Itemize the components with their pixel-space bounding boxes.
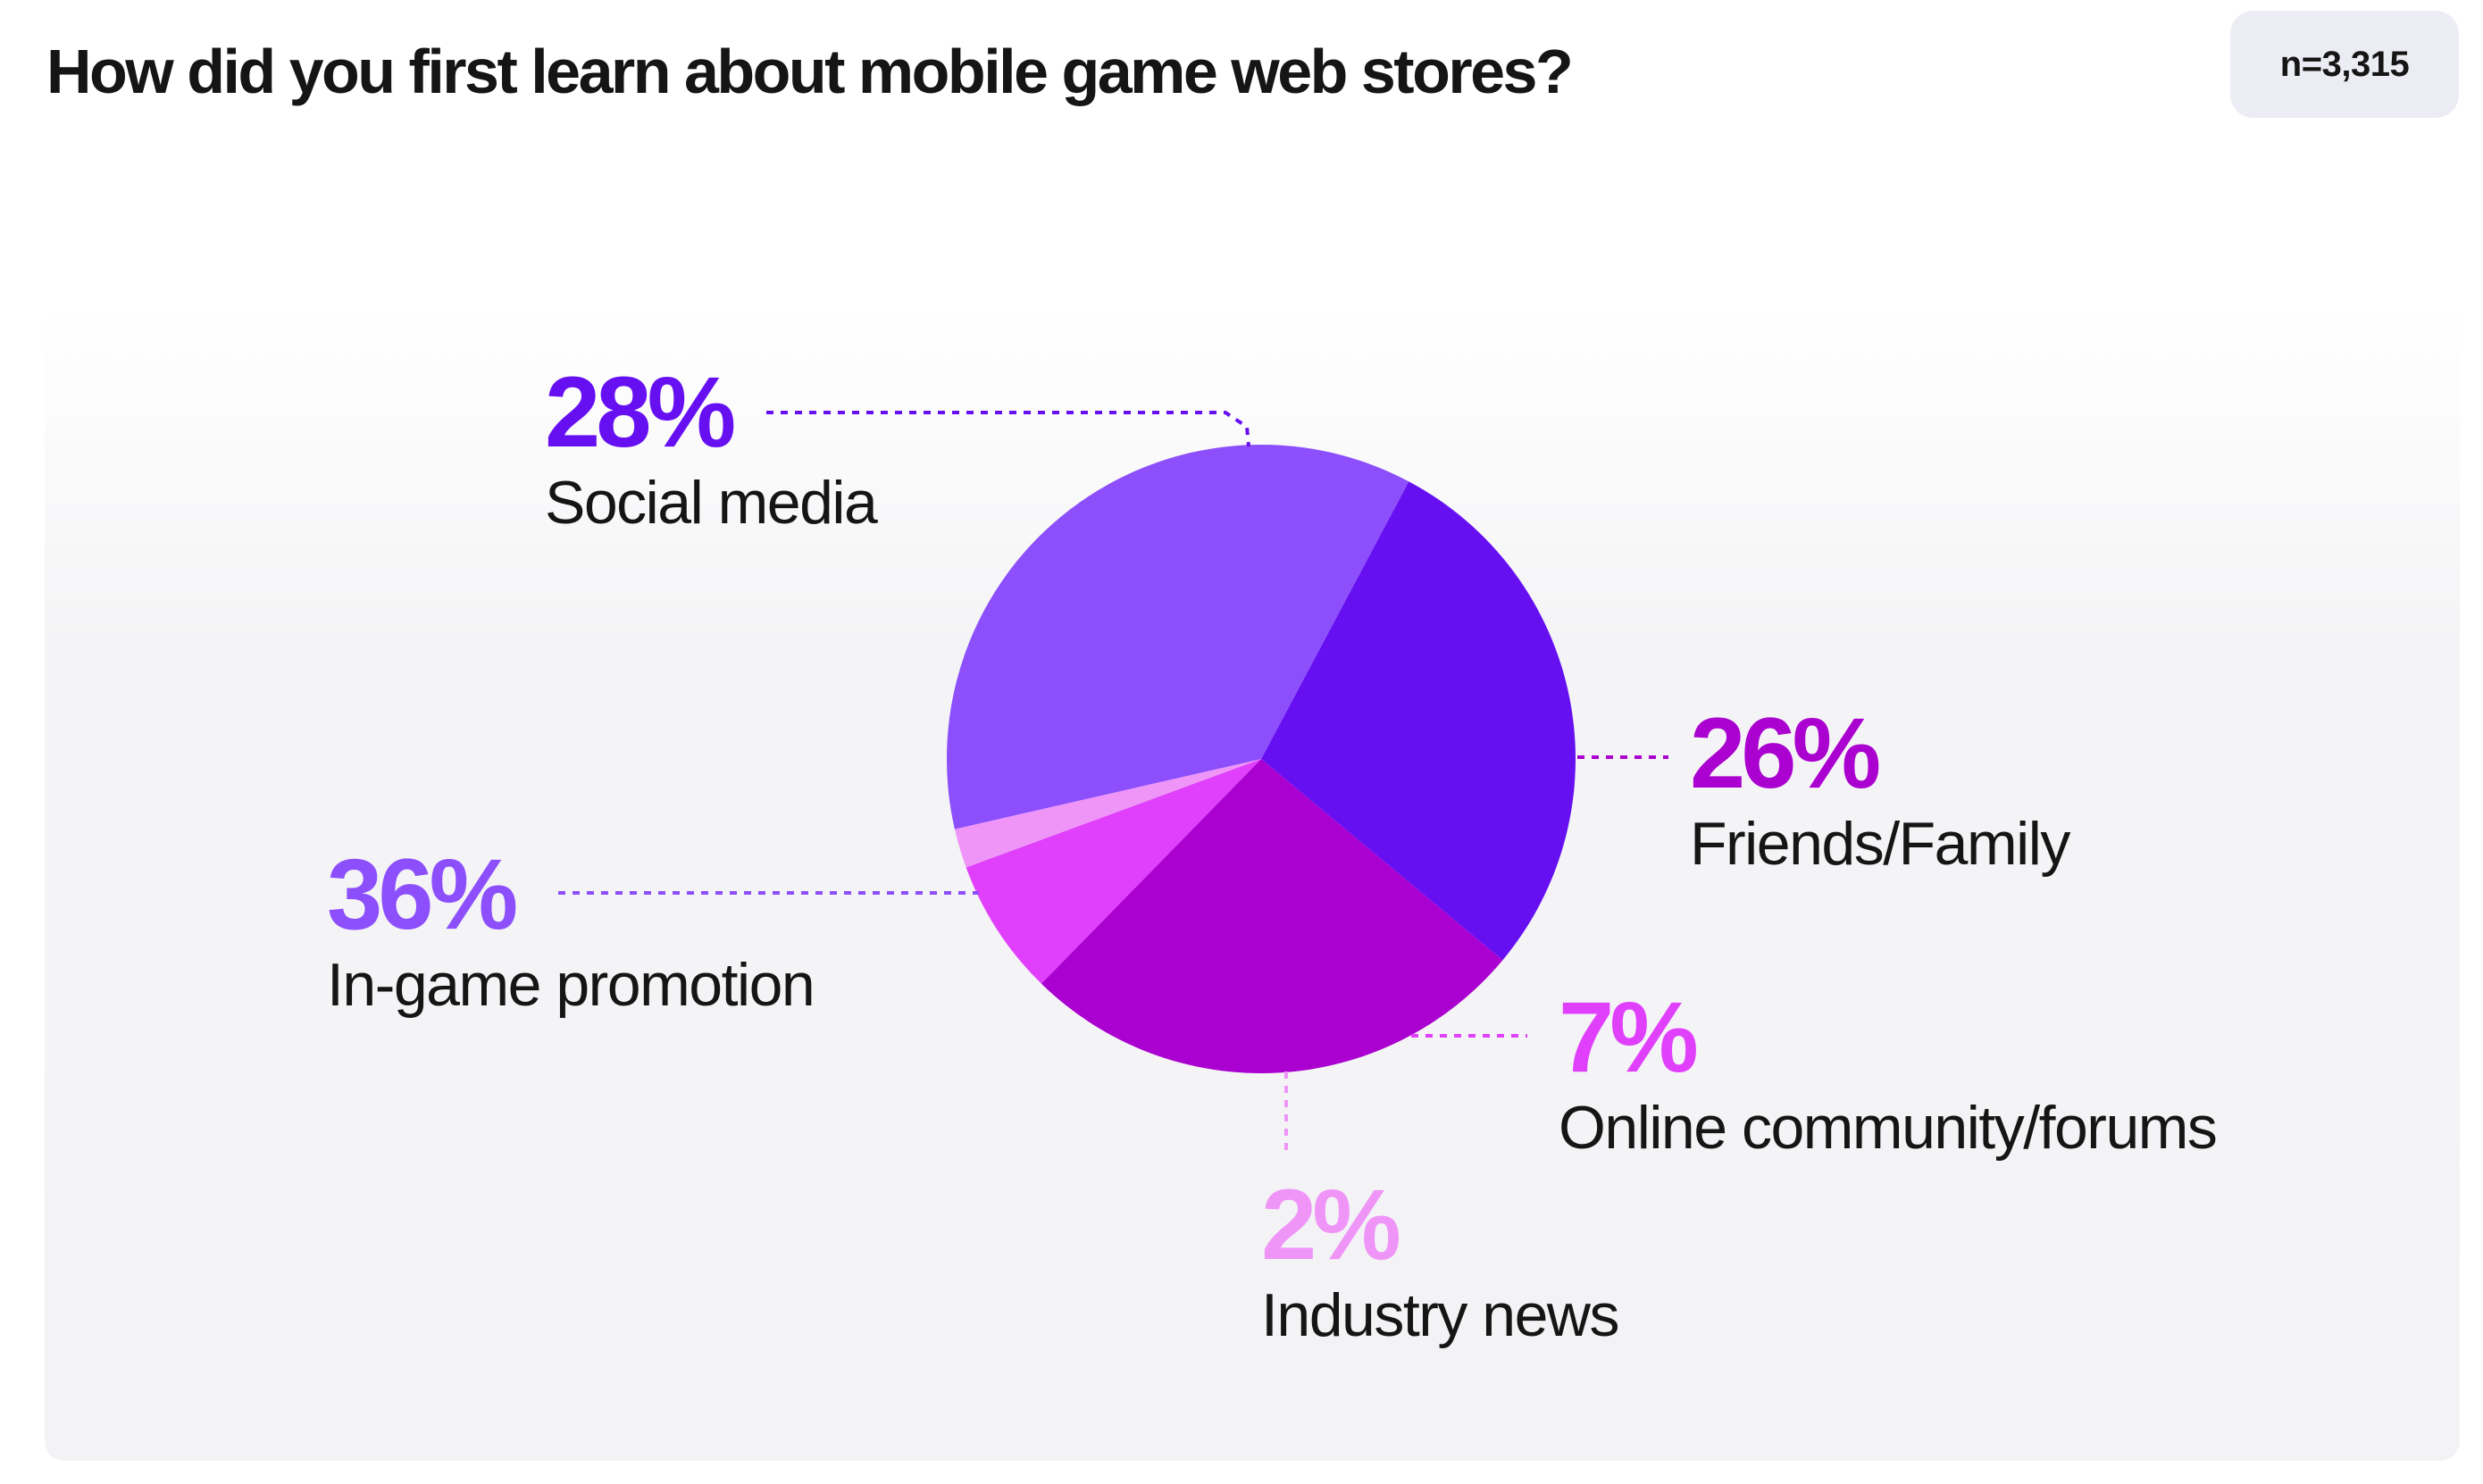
pie-slice-online-community-forums bbox=[966, 759, 1261, 984]
sample-size-badge: n=3,315 bbox=[2230, 11, 2459, 118]
slice-category-label: Friends/Family bbox=[1690, 810, 2070, 878]
slice-labels: 28%Social media 26%Friends/Family 7%Online… bbox=[327, 356, 2218, 1349]
slice-category-label: In-game promotion bbox=[327, 951, 814, 1019]
slice-category-label: Social media bbox=[545, 469, 878, 537]
leader-line bbox=[766, 411, 1250, 447]
pie-slice-social-media bbox=[1261, 481, 1576, 961]
slice-value-label: 26% bbox=[1690, 697, 1879, 809]
slice-value-label: 2% bbox=[1261, 1169, 1399, 1280]
leader-lines bbox=[558, 411, 1668, 1152]
pie-slice-friends-family bbox=[1041, 759, 1503, 1073]
pie-slices bbox=[947, 444, 1576, 1073]
chart-title: How did you first learn about mobile gam… bbox=[46, 37, 1574, 106]
pie-slice-industry-news bbox=[954, 759, 1261, 868]
pie-slice-in-game-promotion bbox=[947, 444, 1409, 830]
slice-value-label: 36% bbox=[327, 838, 516, 950]
slice-value-label: 28% bbox=[545, 356, 734, 468]
slice-category-label: Industry news bbox=[1261, 1281, 1618, 1349]
slice-value-label: 7% bbox=[1559, 981, 1696, 1093]
slice-category-label: Online community/forums bbox=[1559, 1094, 2216, 1162]
